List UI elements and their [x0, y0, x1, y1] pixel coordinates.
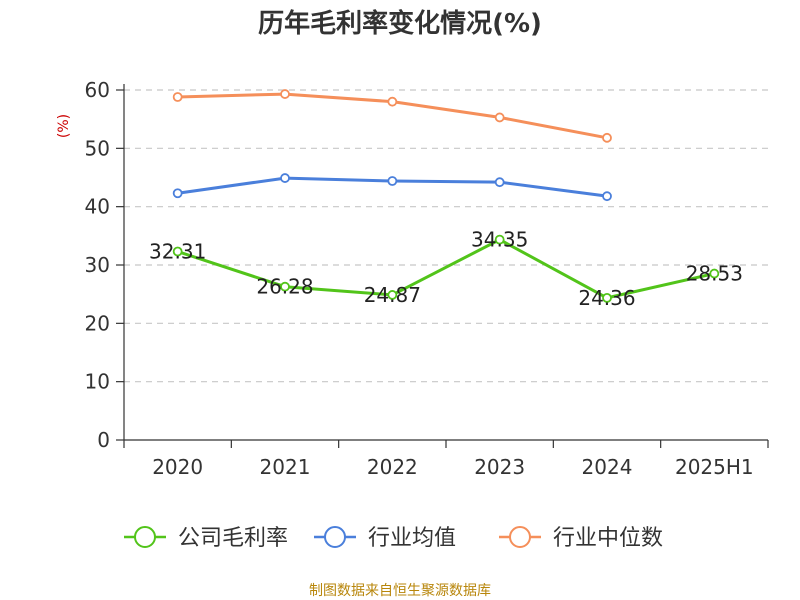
y-axis-label: (%) — [56, 114, 72, 138]
legend-item[interactable]: 公司毛利率 — [124, 526, 288, 551]
data-label: 24.36 — [578, 286, 635, 310]
legend[interactable]: 公司毛利率 行业均值 行业中位数 — [124, 526, 663, 551]
x-tick-label: 2020 — [152, 455, 203, 479]
y-tick-label: 0 — [97, 428, 110, 452]
data-point — [387, 176, 398, 186]
legend-marker — [324, 526, 346, 548]
data-point — [602, 292, 612, 303]
gridlines — [124, 89, 768, 383]
y-tick-label: 60 — [85, 78, 110, 102]
data-point — [280, 89, 290, 99]
legend-label: 公司毛利率 — [178, 526, 288, 551]
y-tick-label: 20 — [85, 311, 110, 335]
y-tick-label: 10 — [85, 370, 110, 394]
legend-label: 行业中位数 — [553, 526, 663, 551]
chart-title: 历年毛利率变化情况(%) — [258, 8, 542, 39]
data-point — [172, 92, 183, 102]
data-label: 26.28 — [256, 275, 313, 299]
source-note: 制图数据来自恒生聚源数据库 — [309, 583, 491, 599]
data-point — [494, 177, 505, 188]
legend-label: 行业均值 — [368, 526, 456, 551]
y-tick-label: 30 — [85, 253, 110, 277]
data-label: 34.35 — [471, 228, 528, 252]
data-point — [280, 173, 290, 183]
axes: 0 10 20 30 40 50 60 2020 2021 2022 2023 2024 2025H1 — [85, 78, 769, 479]
y-tick-label: 50 — [85, 136, 110, 160]
x-tick-label: 2024 — [582, 455, 633, 479]
data-point — [494, 112, 505, 123]
x-tick-label: 2022 — [367, 455, 418, 479]
x-tick-label: 2021 — [260, 455, 311, 479]
data-label: 32.31 — [149, 240, 206, 264]
data-point — [602, 132, 612, 143]
series-line — [177, 238, 715, 300]
legend-marker — [134, 526, 156, 548]
data-label: 24.87 — [364, 283, 421, 307]
data-labels: 32.31 26.28 24.87 34.35 24.36 28.53 — [149, 228, 743, 310]
data-point — [172, 188, 183, 199]
legend-item[interactable]: 行业均值 — [314, 526, 456, 551]
data-point — [709, 268, 720, 279]
data-label: 28.53 — [686, 262, 743, 286]
data-point — [387, 96, 398, 107]
data-point — [172, 246, 183, 257]
data-point — [602, 191, 612, 202]
legend-item[interactable]: 行业中位数 — [499, 526, 663, 551]
x-tick-label: 2025H1 — [675, 455, 754, 479]
data-point — [280, 281, 290, 292]
y-tick-label: 40 — [85, 195, 110, 219]
data-point — [387, 290, 398, 300]
series-lines — [172, 89, 720, 303]
x-tick-label: 2023 — [474, 455, 525, 479]
legend-marker — [509, 526, 531, 548]
data-point — [494, 234, 505, 245]
